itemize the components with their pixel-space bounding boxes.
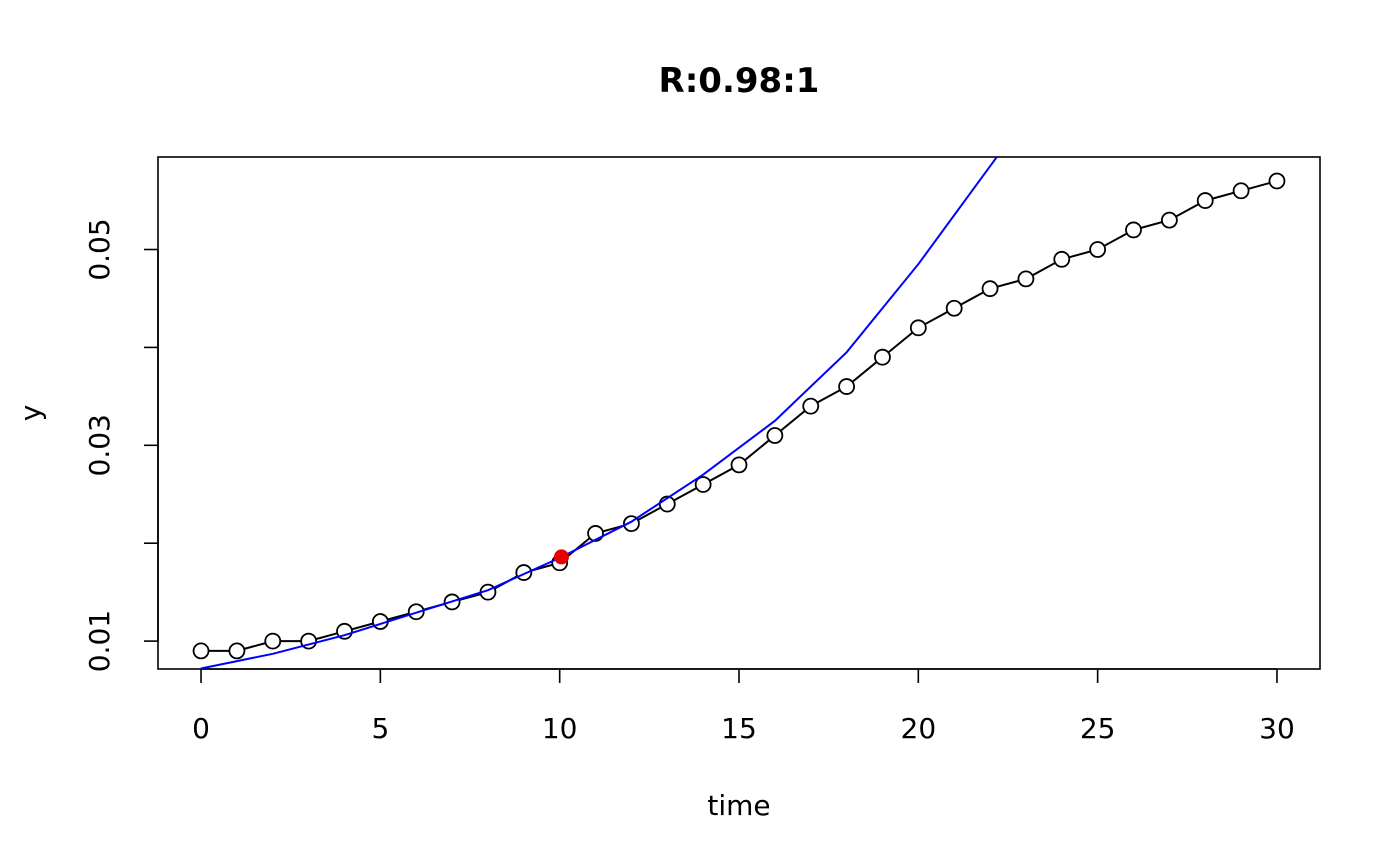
y-tick-label: 0.01 [83,610,116,672]
highlight-point [553,549,569,565]
data-point [945,299,963,317]
data-point [1232,182,1250,200]
y-tick-label: 0.03 [83,414,116,476]
data-point [981,280,999,298]
data-point [264,632,282,650]
data-point [1089,241,1107,258]
x-tick-label: 15 [721,712,757,745]
data-point [228,642,246,660]
data-point [730,456,748,474]
data-point [587,525,604,542]
data-point [1053,250,1071,268]
plot-frame [157,156,1321,670]
x-tick-label: 25 [1080,712,1116,745]
data-point [1268,172,1286,190]
x-tick-label: 0 [192,712,210,745]
data-point [1125,221,1142,239]
data-point [192,642,210,660]
data-point [802,397,820,415]
y-axis: 0.01 0.03 0.05 [83,218,159,672]
data-point [766,427,784,444]
data-point [909,319,927,337]
fitted-curve-line [200,157,999,669]
series-layer [192,157,1286,669]
x-tick-label: 5 [371,712,389,745]
y-axis-label: y [14,405,47,422]
data-point [838,378,855,395]
data-point [1160,211,1178,229]
x-tick-label: 10 [542,712,578,745]
y-tick-label: 0.05 [83,218,116,280]
x-axis: 0 5 10 15 20 25 30 [192,668,1295,745]
x-tick-label: 30 [1259,712,1295,745]
data-point [694,476,712,493]
data-point [1196,192,1214,209]
data-point [874,348,891,366]
data-point [1017,270,1035,288]
chart-title: R:0.98:1 [659,61,820,101]
x-axis-label: time [707,789,770,822]
x-tick-label: 20 [901,712,937,745]
data-series-line [201,180,1278,652]
